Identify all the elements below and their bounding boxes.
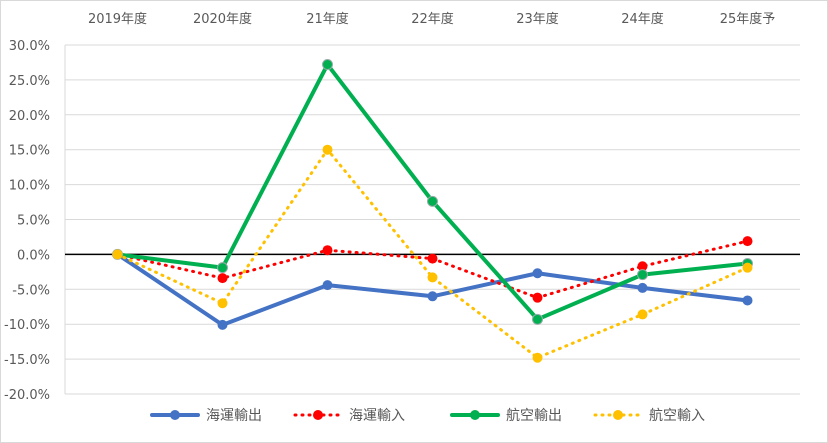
data-point (217, 273, 228, 284)
x-tick-label: 2020年度 (193, 11, 252, 27)
data-point (637, 261, 648, 272)
data-point (322, 144, 333, 155)
y-tick-label: 0.0% (17, 248, 50, 263)
data-point (637, 269, 648, 281)
data-point (637, 282, 648, 293)
data-point (427, 272, 438, 283)
data-point (427, 253, 438, 264)
data-point (427, 291, 438, 302)
data-point (322, 280, 333, 291)
data-point (637, 309, 648, 320)
data-point (742, 262, 753, 273)
y-tick-label: 5.0% (17, 214, 50, 229)
y-tick-label: 25.0% (9, 74, 50, 89)
y-tick-label: -20.0% (4, 388, 50, 403)
data-point (217, 319, 228, 330)
data-point (532, 292, 543, 303)
data-point (427, 195, 438, 207)
data-point (112, 249, 123, 260)
y-tick-label: -5.0% (12, 283, 50, 298)
x-tick-label: 21年度 (306, 11, 349, 27)
x-tick-label: 25年度予 (720, 11, 776, 27)
y-tick-label: -10.0% (4, 318, 50, 333)
legend-marker (470, 410, 480, 420)
y-tick-label: 10.0% (9, 179, 50, 194)
y-tick-label: 20.0% (9, 109, 50, 124)
legend-label: 海運輸出 (206, 408, 262, 424)
data-point (532, 313, 543, 325)
legend-label: 海運輸入 (349, 408, 405, 424)
x-tick-label: 23年度 (516, 11, 559, 27)
x-tick-label: 24年度 (621, 11, 664, 27)
legend-label: 航空輸入 (649, 408, 705, 424)
legend-marker (313, 410, 323, 420)
data-point (532, 352, 543, 363)
data-point (322, 59, 333, 71)
y-tick-label: 30.0% (9, 39, 50, 54)
legend-marker (613, 410, 623, 420)
data-point (217, 262, 228, 274)
x-tick-label: 2019年度 (88, 11, 147, 27)
data-point (532, 268, 543, 279)
data-point (742, 295, 753, 306)
data-point (322, 245, 333, 256)
legend-marker (170, 410, 180, 420)
y-tick-label: -15.0% (4, 353, 50, 368)
data-point (742, 236, 753, 247)
data-point (217, 298, 228, 309)
y-tick-label: 15.0% (9, 144, 50, 159)
x-tick-label: 22年度 (411, 11, 454, 27)
legend-label: 航空輸出 (506, 408, 562, 424)
